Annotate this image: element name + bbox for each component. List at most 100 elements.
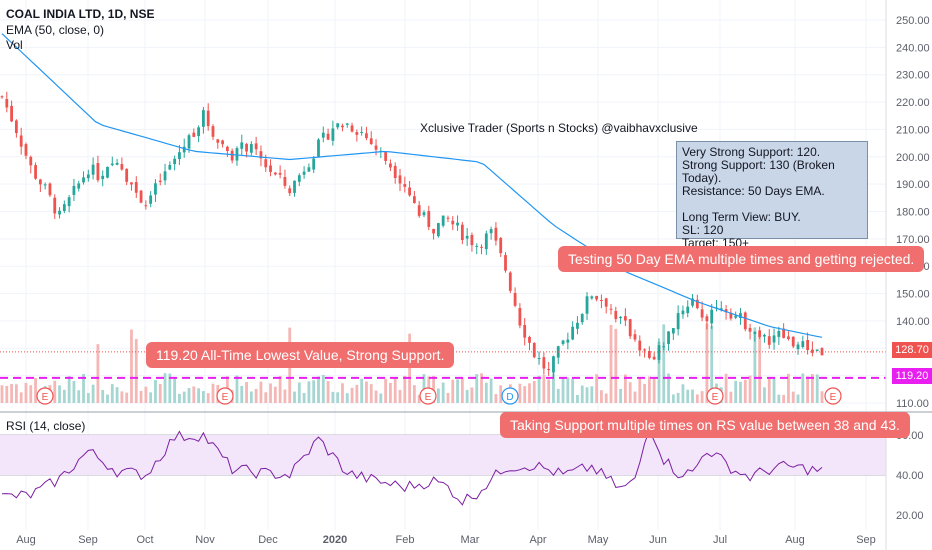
volume-bar [355, 384, 359, 403]
candlesticks [0, 91, 824, 378]
candle [96, 155, 100, 183]
earnings-marker[interactable]: E [419, 387, 437, 405]
candle [815, 349, 819, 352]
volume-bar [767, 376, 771, 403]
candle [758, 326, 762, 340]
volume-bar [595, 374, 599, 403]
candle [211, 124, 215, 141]
candle [796, 341, 800, 355]
candle [19, 127, 23, 155]
candle [777, 326, 781, 346]
volume-bar [499, 385, 503, 403]
candle [513, 287, 517, 308]
candle [115, 158, 119, 166]
volume-bar [91, 384, 95, 403]
candle [360, 126, 364, 136]
volume-bar [278, 375, 282, 403]
volume-bar [350, 387, 354, 403]
volume-bar [547, 379, 551, 403]
candle [398, 168, 402, 192]
earnings-marker[interactable]: E [216, 387, 234, 405]
volume-bar [10, 384, 13, 403]
candle [456, 215, 459, 231]
candle [422, 210, 426, 218]
price-tick-label: 110.00 [896, 398, 929, 410]
volume-bar [796, 394, 800, 403]
candle [389, 159, 392, 172]
price-tick-label: 170.00 [896, 234, 930, 246]
candle [417, 200, 421, 218]
candle [460, 222, 464, 245]
candle [134, 176, 138, 198]
earnings-marker[interactable]: E [824, 387, 842, 405]
svg-text:E: E [425, 392, 432, 403]
candle [307, 163, 311, 172]
volume-bar [623, 374, 627, 403]
candle [571, 321, 575, 341]
price-tick-label: 190.00 [896, 179, 930, 191]
volume-bar [532, 380, 536, 403]
volume-bar [96, 344, 100, 403]
volume-bar [312, 380, 316, 403]
candle [600, 294, 603, 309]
candle [542, 352, 546, 375]
candle [480, 244, 483, 255]
candle [494, 222, 498, 246]
time-tick-label: Dec [258, 534, 278, 546]
volume-bar [307, 381, 311, 403]
candle [120, 157, 124, 171]
volume-bar [341, 383, 344, 403]
candle [110, 156, 114, 167]
candle [58, 207, 61, 219]
candle [144, 200, 148, 210]
earnings-marker[interactable]: E [36, 387, 54, 405]
volume-bar [158, 384, 162, 403]
volume-bar [273, 386, 277, 403]
volume-bar [753, 327, 757, 403]
volume-bar [633, 391, 637, 403]
volume-bar [787, 373, 790, 403]
current-price-tag: 128.70 [892, 342, 932, 358]
candle [700, 301, 704, 322]
candle [590, 295, 594, 300]
candle [408, 181, 412, 197]
earnings-marker[interactable]: E [706, 387, 724, 405]
candle [614, 306, 618, 323]
time-tick-label: Oct [136, 534, 153, 546]
candle [321, 126, 325, 143]
volume-bar [686, 389, 690, 403]
volume-bar [389, 382, 392, 403]
candle [374, 139, 378, 156]
candle [82, 171, 85, 185]
candle [302, 166, 306, 179]
candle [743, 311, 747, 332]
volume-bar [748, 375, 752, 403]
candle [504, 252, 507, 273]
note-line: Resistance: 50 Days EMA. [682, 184, 825, 198]
candle [657, 338, 661, 364]
candle [772, 328, 776, 350]
candle [676, 305, 680, 336]
volume-bar [772, 377, 776, 403]
earnings-marker[interactable]: D [501, 387, 519, 405]
candle [566, 332, 570, 350]
candle [139, 189, 143, 204]
rsi-band [0, 435, 886, 475]
candle [67, 195, 71, 213]
candle [86, 169, 90, 182]
volume-bar [154, 380, 157, 403]
candle [763, 333, 766, 343]
volume-bar [379, 393, 383, 403]
candle [811, 341, 814, 357]
candle [647, 346, 651, 360]
candle [547, 361, 551, 376]
candle [638, 335, 642, 357]
volume-bar [470, 387, 474, 403]
volume-bar [24, 382, 28, 403]
volume-bar [192, 386, 196, 403]
volume-bar [269, 383, 272, 403]
price-tick-label: 220.00 [896, 97, 930, 109]
